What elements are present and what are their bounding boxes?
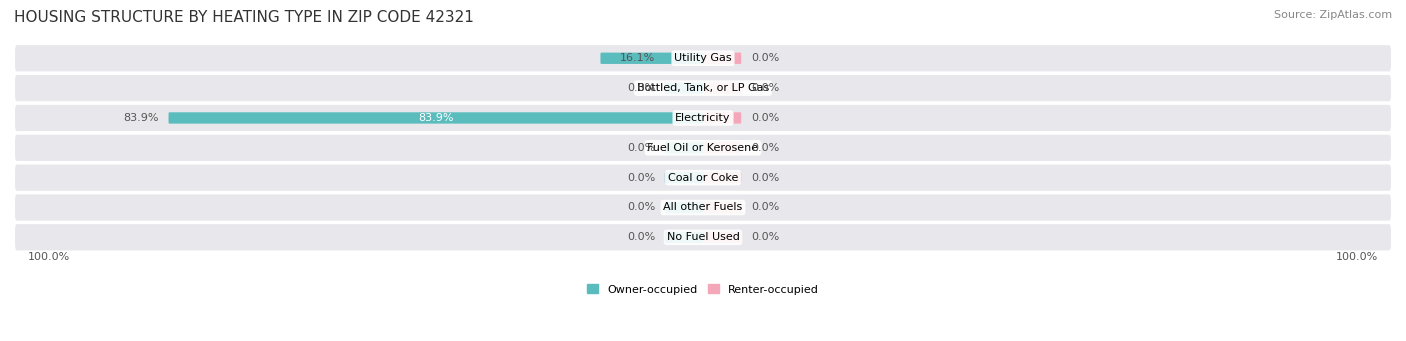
- FancyBboxPatch shape: [15, 75, 1391, 101]
- Text: Fuel Oil or Kerosene: Fuel Oil or Kerosene: [647, 143, 759, 153]
- Text: 0.0%: 0.0%: [627, 83, 655, 93]
- Text: 0.0%: 0.0%: [627, 173, 655, 183]
- Text: HOUSING STRUCTURE BY HEATING TYPE IN ZIP CODE 42321: HOUSING STRUCTURE BY HEATING TYPE IN ZIP…: [14, 10, 474, 25]
- FancyBboxPatch shape: [665, 172, 703, 183]
- Text: Coal or Coke: Coal or Coke: [668, 173, 738, 183]
- Text: 100.0%: 100.0%: [1336, 252, 1378, 262]
- FancyBboxPatch shape: [703, 142, 741, 153]
- Text: Electricity: Electricity: [675, 113, 731, 123]
- Text: Source: ZipAtlas.com: Source: ZipAtlas.com: [1274, 10, 1392, 20]
- Text: 16.1%: 16.1%: [620, 53, 655, 63]
- FancyBboxPatch shape: [665, 142, 703, 153]
- FancyBboxPatch shape: [665, 83, 703, 94]
- FancyBboxPatch shape: [665, 202, 703, 213]
- FancyBboxPatch shape: [703, 202, 741, 213]
- Text: Utility Gas: Utility Gas: [675, 53, 731, 63]
- Text: 0.0%: 0.0%: [751, 232, 779, 242]
- Text: 0.0%: 0.0%: [751, 83, 779, 93]
- Text: 0.0%: 0.0%: [751, 113, 779, 123]
- FancyBboxPatch shape: [15, 224, 1391, 251]
- Text: 0.0%: 0.0%: [751, 173, 779, 183]
- Text: Bottled, Tank, or LP Gas: Bottled, Tank, or LP Gas: [637, 83, 769, 93]
- Text: 0.0%: 0.0%: [627, 232, 655, 242]
- Legend: Owner-occupied, Renter-occupied: Owner-occupied, Renter-occupied: [582, 280, 824, 299]
- Text: 0.0%: 0.0%: [751, 53, 779, 63]
- FancyBboxPatch shape: [600, 53, 703, 64]
- Text: 100.0%: 100.0%: [28, 252, 70, 262]
- FancyBboxPatch shape: [703, 53, 741, 64]
- Text: 0.0%: 0.0%: [627, 203, 655, 212]
- Text: 0.0%: 0.0%: [627, 143, 655, 153]
- FancyBboxPatch shape: [15, 105, 1391, 131]
- FancyBboxPatch shape: [665, 232, 703, 243]
- FancyBboxPatch shape: [169, 112, 703, 124]
- FancyBboxPatch shape: [703, 232, 741, 243]
- FancyBboxPatch shape: [15, 164, 1391, 191]
- Text: 83.9%: 83.9%: [124, 113, 159, 123]
- FancyBboxPatch shape: [15, 194, 1391, 221]
- FancyBboxPatch shape: [703, 112, 741, 124]
- Text: 83.9%: 83.9%: [418, 113, 454, 123]
- Text: 0.0%: 0.0%: [751, 143, 779, 153]
- FancyBboxPatch shape: [15, 135, 1391, 161]
- Text: All other Fuels: All other Fuels: [664, 203, 742, 212]
- FancyBboxPatch shape: [15, 45, 1391, 71]
- Text: No Fuel Used: No Fuel Used: [666, 232, 740, 242]
- Text: 0.0%: 0.0%: [751, 203, 779, 212]
- FancyBboxPatch shape: [703, 83, 741, 94]
- FancyBboxPatch shape: [703, 172, 741, 183]
